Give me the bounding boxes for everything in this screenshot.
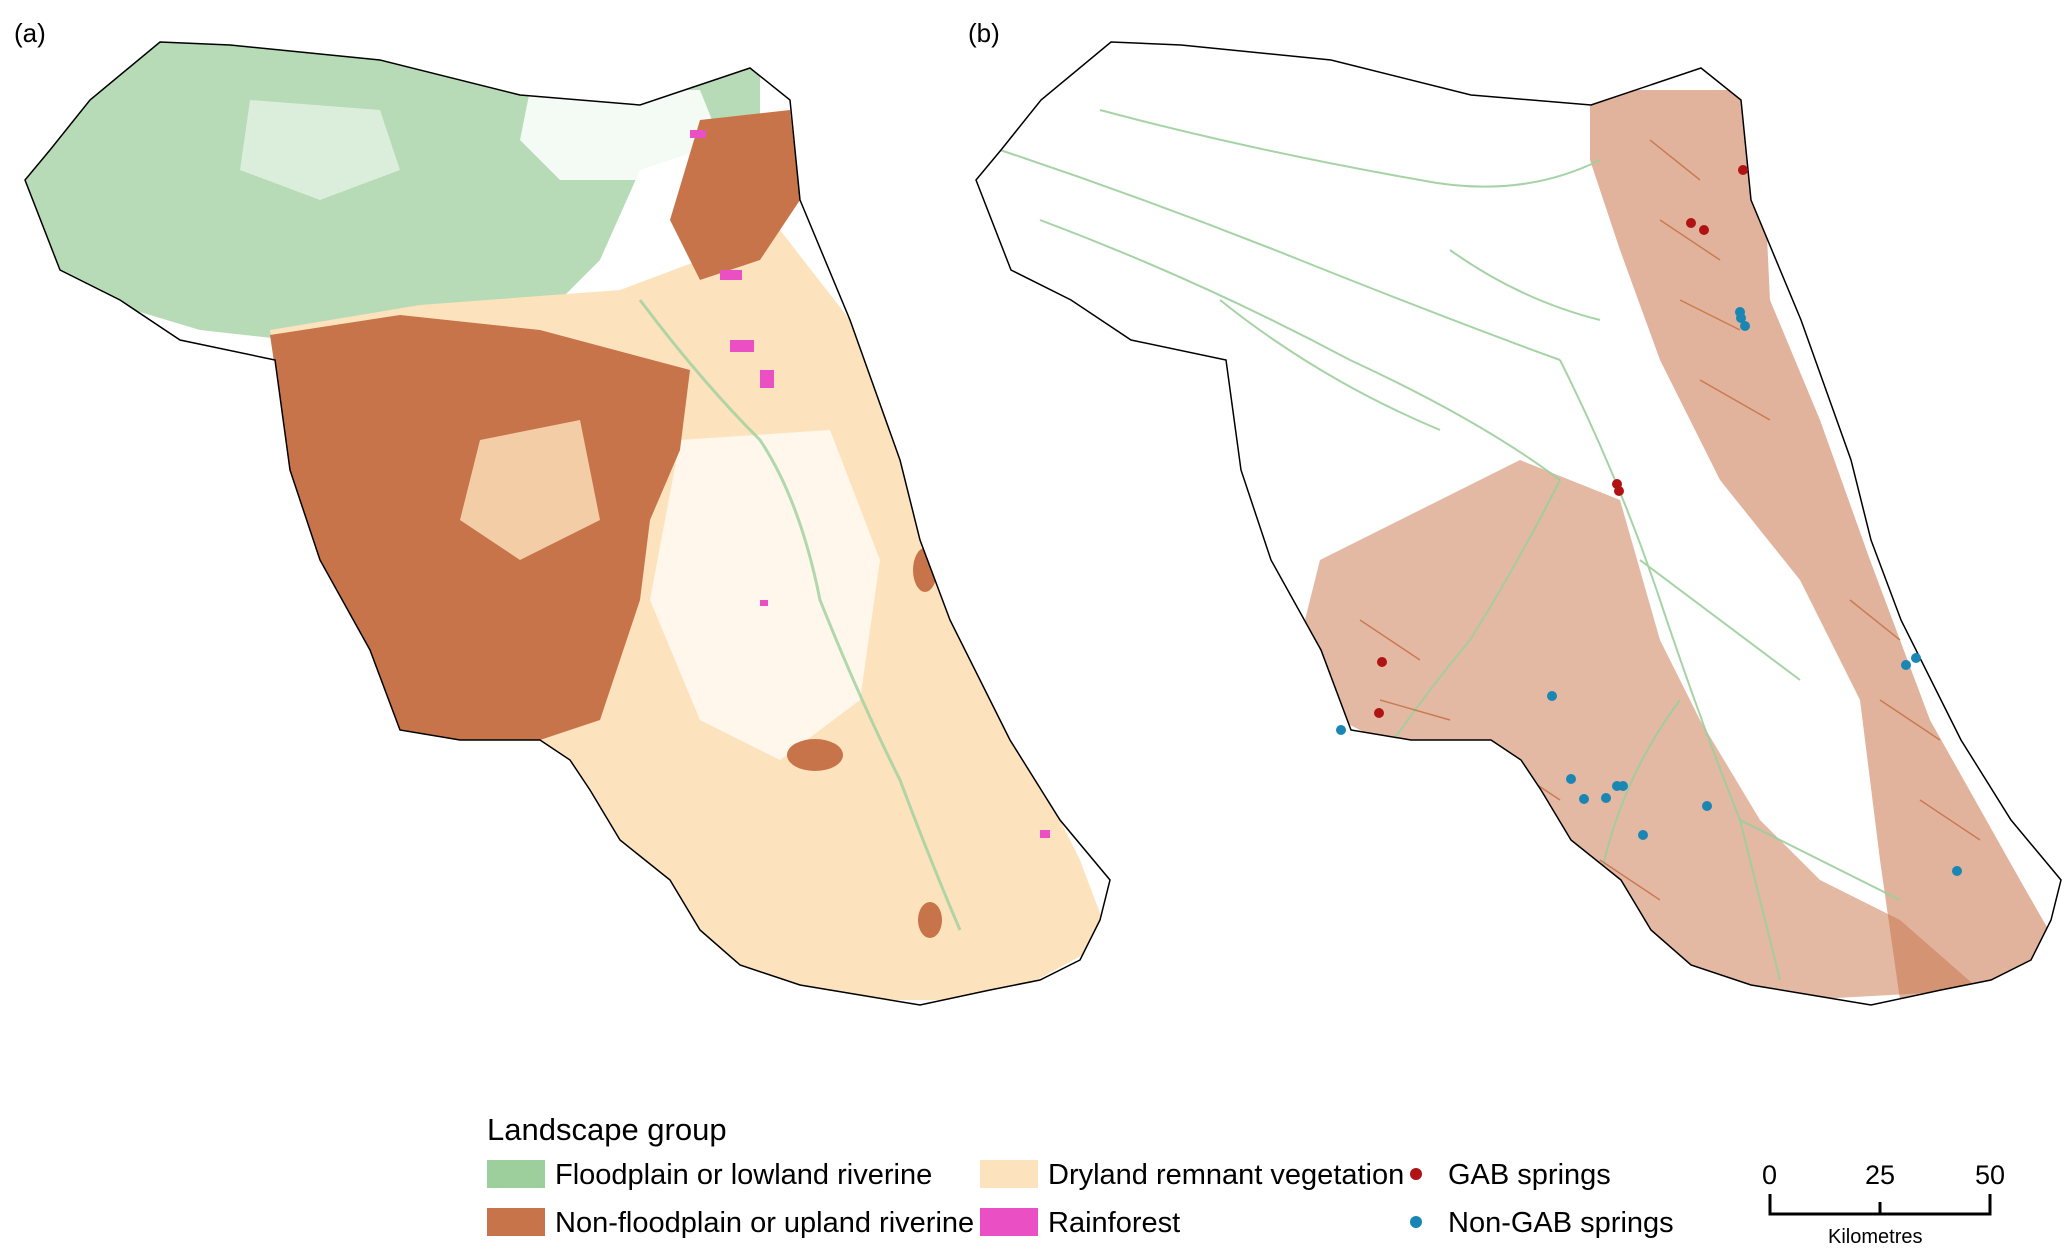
gab-spring: [1374, 708, 1384, 718]
non-gab-spring: [1702, 801, 1712, 811]
rainforest-patch: [720, 270, 742, 280]
gab-spring: [1738, 165, 1748, 175]
rainforest-patch-5: [1040, 830, 1050, 838]
non-gab-spring: [1735, 307, 1745, 317]
non-gab-spring: [1911, 653, 1921, 663]
non-gab-spring: [1547, 691, 1557, 701]
non-gab-spring: [1601, 793, 1611, 803]
gab-spring: [1699, 225, 1709, 235]
upland-northeast: [670, 110, 800, 280]
main-river: [638, 299, 962, 931]
river-network: [999, 109, 1901, 981]
floodplain-clearing-2: [240, 100, 400, 200]
gab-springs: [1374, 165, 1748, 718]
upland-patch-3: [918, 902, 942, 938]
landscape-map: [24, 41, 1111, 1006]
non-gab-spring: [1579, 794, 1589, 804]
non-gab-spring: [1336, 725, 1346, 735]
non-gab-spring: [1740, 321, 1750, 331]
rainforest-patch-2: [730, 340, 754, 352]
non-gab-spring: [1952, 866, 1962, 876]
rainforest-patch-6: [760, 600, 768, 606]
upland-patch: [787, 739, 843, 771]
non-gab-spring: [1618, 781, 1628, 791]
upland-drainage-south: [1300, 460, 1980, 1000]
upland-streams: [1359, 139, 1981, 901]
upland-drainage-east: [1590, 90, 2060, 1000]
non-gab-spring: [1638, 830, 1648, 840]
upland-gap: [460, 420, 600, 560]
gab-spring: [1377, 657, 1387, 667]
floodplain-clearing: [520, 90, 720, 180]
non-gab-springs: [1336, 307, 1962, 876]
springs-map: [975, 41, 2062, 1006]
rainforest-patch-4: [690, 130, 706, 138]
gab-spring: [1686, 218, 1696, 228]
rainforest-patch-3: [760, 370, 774, 388]
gab-spring: [1614, 486, 1624, 496]
dryland-clearing: [650, 430, 880, 760]
non-gab-spring: [1901, 660, 1911, 670]
panel-a-label: (a): [14, 18, 46, 48]
panel-b-label: (b): [968, 18, 1000, 48]
non-gab-spring: [1566, 774, 1576, 784]
